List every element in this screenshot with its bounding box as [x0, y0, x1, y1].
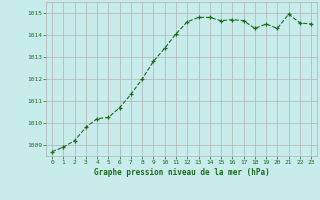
X-axis label: Graphe pression niveau de la mer (hPa): Graphe pression niveau de la mer (hPa): [94, 168, 269, 177]
